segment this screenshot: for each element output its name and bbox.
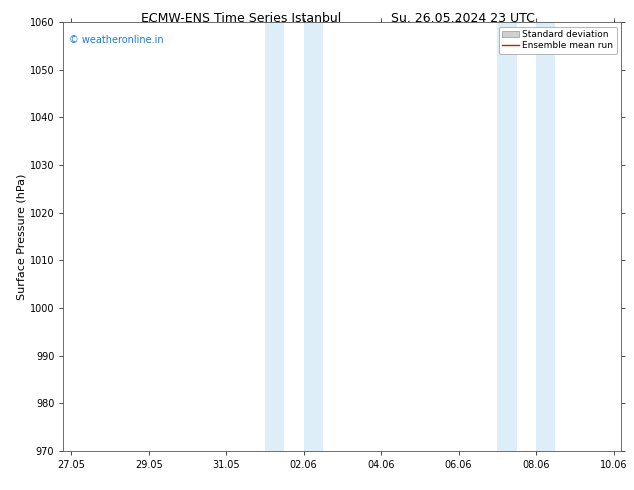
Bar <box>536 22 555 451</box>
Y-axis label: Surface Pressure (hPa): Surface Pressure (hPa) <box>17 173 27 299</box>
Bar <box>265 22 284 451</box>
Text: Su. 26.05.2024 23 UTC: Su. 26.05.2024 23 UTC <box>391 12 534 25</box>
Bar <box>304 22 323 451</box>
Text: ECMW-ENS Time Series Istanbul: ECMW-ENS Time Series Istanbul <box>141 12 341 25</box>
Bar <box>497 22 517 451</box>
Legend: Standard deviation, Ensemble mean run: Standard deviation, Ensemble mean run <box>499 26 617 53</box>
Text: © weatheronline.in: © weatheronline.in <box>69 35 164 45</box>
